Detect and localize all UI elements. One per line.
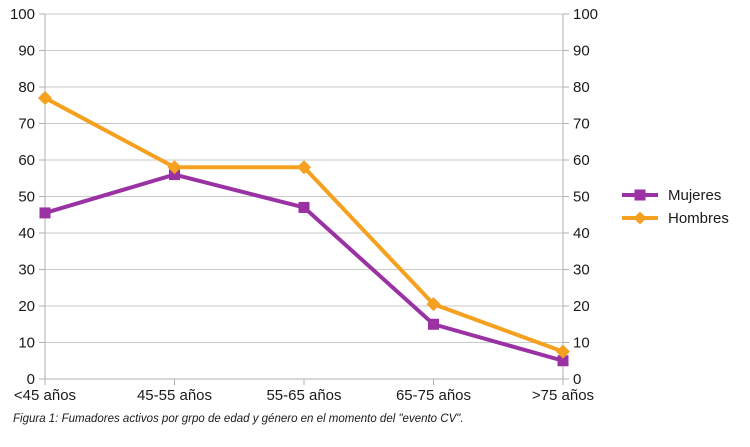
x-category-label: 55-65 años	[266, 387, 341, 404]
y-tick-label-left: 10	[18, 335, 35, 352]
hombres-line-diamond-marker-icon	[622, 211, 658, 225]
legend-item-mujeres: Mujeres	[621, 184, 729, 206]
y-tick-label-right: 0	[573, 371, 581, 388]
y-tick-label-right: 60	[573, 152, 590, 169]
y-tick-label-right: 50	[573, 189, 590, 206]
mujeres-marker	[557, 355, 569, 367]
y-tick-label-right: 100	[573, 6, 598, 23]
y-tick-label-left: 40	[18, 225, 35, 242]
x-category-label: >75 años	[532, 387, 594, 404]
x-category-label: <45 años	[14, 387, 76, 404]
hombres-line	[44, 96, 564, 354]
y-tick-label-right: 20	[573, 298, 590, 315]
y-tick-label-left: 20	[18, 298, 35, 315]
y-tick-label-left: 80	[18, 79, 35, 96]
y-tick-label-left: 50	[18, 189, 35, 206]
y-tick-label-left: 90	[18, 43, 35, 60]
x-category-label: 65-75 años	[396, 387, 471, 404]
hombres-legend-marker	[633, 211, 647, 225]
line-chart: 0 0 10 10 20 20 30 30 40 40 50 50 60 60 70 70 80 80 90 90 10…	[10, 6, 598, 404]
y-tick-label-left: 0	[27, 371, 35, 388]
mujeres-marker	[298, 201, 310, 213]
mujeres-marker	[428, 318, 439, 330]
y-tick-label-right: 90	[573, 43, 590, 60]
y-tick-label-right: 70	[573, 116, 590, 133]
hombres-marker	[556, 344, 570, 359]
y-tick-label-left: 60	[18, 152, 35, 169]
hombres-marker	[426, 297, 441, 312]
mujeres-marker	[39, 207, 51, 219]
mujeres-marker	[169, 169, 180, 181]
legend-label-hombres: Hombres	[668, 209, 729, 227]
y-tick-label-left: 100	[10, 6, 35, 23]
y-tick-label-right: 30	[573, 262, 590, 279]
y-tick-label-right: 80	[573, 79, 590, 96]
x-category-label: 45-55 años	[137, 387, 212, 404]
legend-item-hombres: Hombres	[621, 207, 729, 229]
legend: Mujeres Hombres	[621, 184, 729, 229]
y-tick-label-left: 70	[18, 116, 35, 133]
hombres-marker	[38, 90, 52, 105]
legend-label-mujeres: Mujeres	[668, 186, 722, 204]
hombres-marker	[167, 160, 182, 175]
mujeres-legend-marker	[634, 189, 646, 201]
figure-caption: Figura 1: Fumadores activos por grpo de …	[13, 413, 464, 425]
y-tick-label-left: 30	[18, 262, 35, 279]
y-tick-label-right: 10	[573, 335, 590, 352]
y-tick-label-right: 40	[573, 225, 590, 242]
hombres-marker	[297, 160, 311, 175]
mujeres-line-square-marker-icon	[622, 189, 658, 201]
